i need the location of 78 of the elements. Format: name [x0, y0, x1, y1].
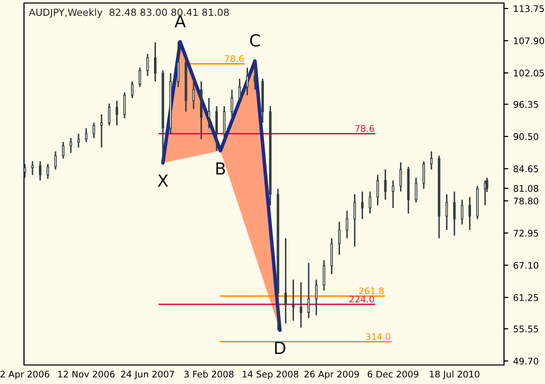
y-tick-label: 49.70: [513, 358, 538, 365]
candlestick: [46, 163, 50, 180]
candlestick: [284, 238, 287, 324]
candlestick: [361, 190, 364, 220]
candlestick: [223, 105, 226, 140]
x-tick-label: 2 Apr 2006: [0, 370, 50, 380]
candlestick: [353, 194, 356, 248]
annotation: B: [216, 162, 225, 175]
x-tick-label: 18 Jul 2010: [430, 370, 480, 380]
annotation: C: [250, 34, 260, 47]
candlestick: [177, 41, 180, 88]
y-tick-label: 84.65: [514, 165, 538, 172]
candlestick: [292, 278, 295, 322]
candlestick: [215, 105, 218, 152]
candlestick: [399, 162, 402, 192]
candlestick: [446, 194, 448, 231]
candlestick: [138, 66, 142, 88]
y-tick-label: 72.95: [514, 230, 538, 237]
y-tick-label: 96.35: [514, 100, 538, 108]
candlestick: [154, 42, 156, 82]
annotation: D: [275, 342, 286, 354]
x-tick-label: 24 Jun 2007: [121, 370, 174, 380]
candlestick: [315, 278, 318, 316]
candlestick: [468, 196, 471, 231]
candlestick: [116, 100, 118, 126]
candlestick: [246, 66, 249, 96]
series-label: 314.0: [366, 333, 391, 340]
candlestick: [84, 128, 88, 143]
series-label: 78.6: [224, 55, 244, 62]
candlestick: [24, 163, 26, 178]
candlestick: [384, 168, 387, 200]
candlestick: [77, 133, 80, 148]
candlestick: [208, 97, 210, 129]
x-tick-label: 26 Apr 2009: [304, 370, 359, 380]
candlestick: [430, 150, 433, 170]
y-tick-label: 90.50: [514, 133, 538, 140]
candlestick: [368, 190, 372, 214]
candlestick: [38, 160, 42, 182]
candlestick: [338, 221, 341, 256]
annotation: X: [158, 174, 168, 187]
y-tick-label: 78.80: [514, 198, 538, 204]
series-label: 78.6: [355, 125, 374, 132]
y-tick-label: 81.08: [514, 185, 538, 192]
candlestick: [307, 262, 310, 319]
x-tick-label: 3 Feb 2008: [184, 370, 234, 378]
candlestick: [146, 53, 149, 77]
x-tick-label: 14 Sep 2008: [242, 370, 298, 380]
candlestick: [62, 141, 64, 160]
series-label: 224.0: [350, 296, 374, 303]
x-tick-label: 6 Dec 2009: [368, 370, 418, 378]
y-tick-label: 61.25: [514, 294, 538, 301]
candlestick: [330, 238, 333, 275]
candlestick: [100, 114, 103, 148]
y-tick-label: 55.55: [514, 326, 538, 332]
y-tick-label: 102.05: [514, 70, 544, 76]
candlestick: [230, 88, 234, 118]
candlestick: [192, 78, 195, 110]
candlestick: [346, 210, 348, 239]
x-tick-label: 12 Nov 2006: [58, 370, 115, 378]
candlestick: [422, 160, 425, 190]
candlestick: [238, 78, 241, 104]
y-tick-label: 67.10: [514, 262, 538, 269]
candlestick: [453, 190, 456, 236]
series-label: 261.8: [359, 287, 384, 294]
y-tick-label: 107.90: [514, 37, 544, 44]
candlestick: [92, 122, 96, 139]
annotation: A: [174, 15, 186, 28]
candlestick: [70, 137, 72, 154]
candlestick: [460, 199, 464, 226]
candlestick: [392, 180, 394, 209]
candlestick: [123, 92, 126, 119]
candlestick: [300, 282, 302, 328]
candlestick: [108, 102, 110, 126]
candlestick: [254, 60, 256, 90]
candlestick: [130, 80, 134, 99]
candlestick: [376, 174, 379, 206]
y-tick-label: 113.75: [514, 5, 544, 12]
candlestick: [414, 177, 418, 204]
